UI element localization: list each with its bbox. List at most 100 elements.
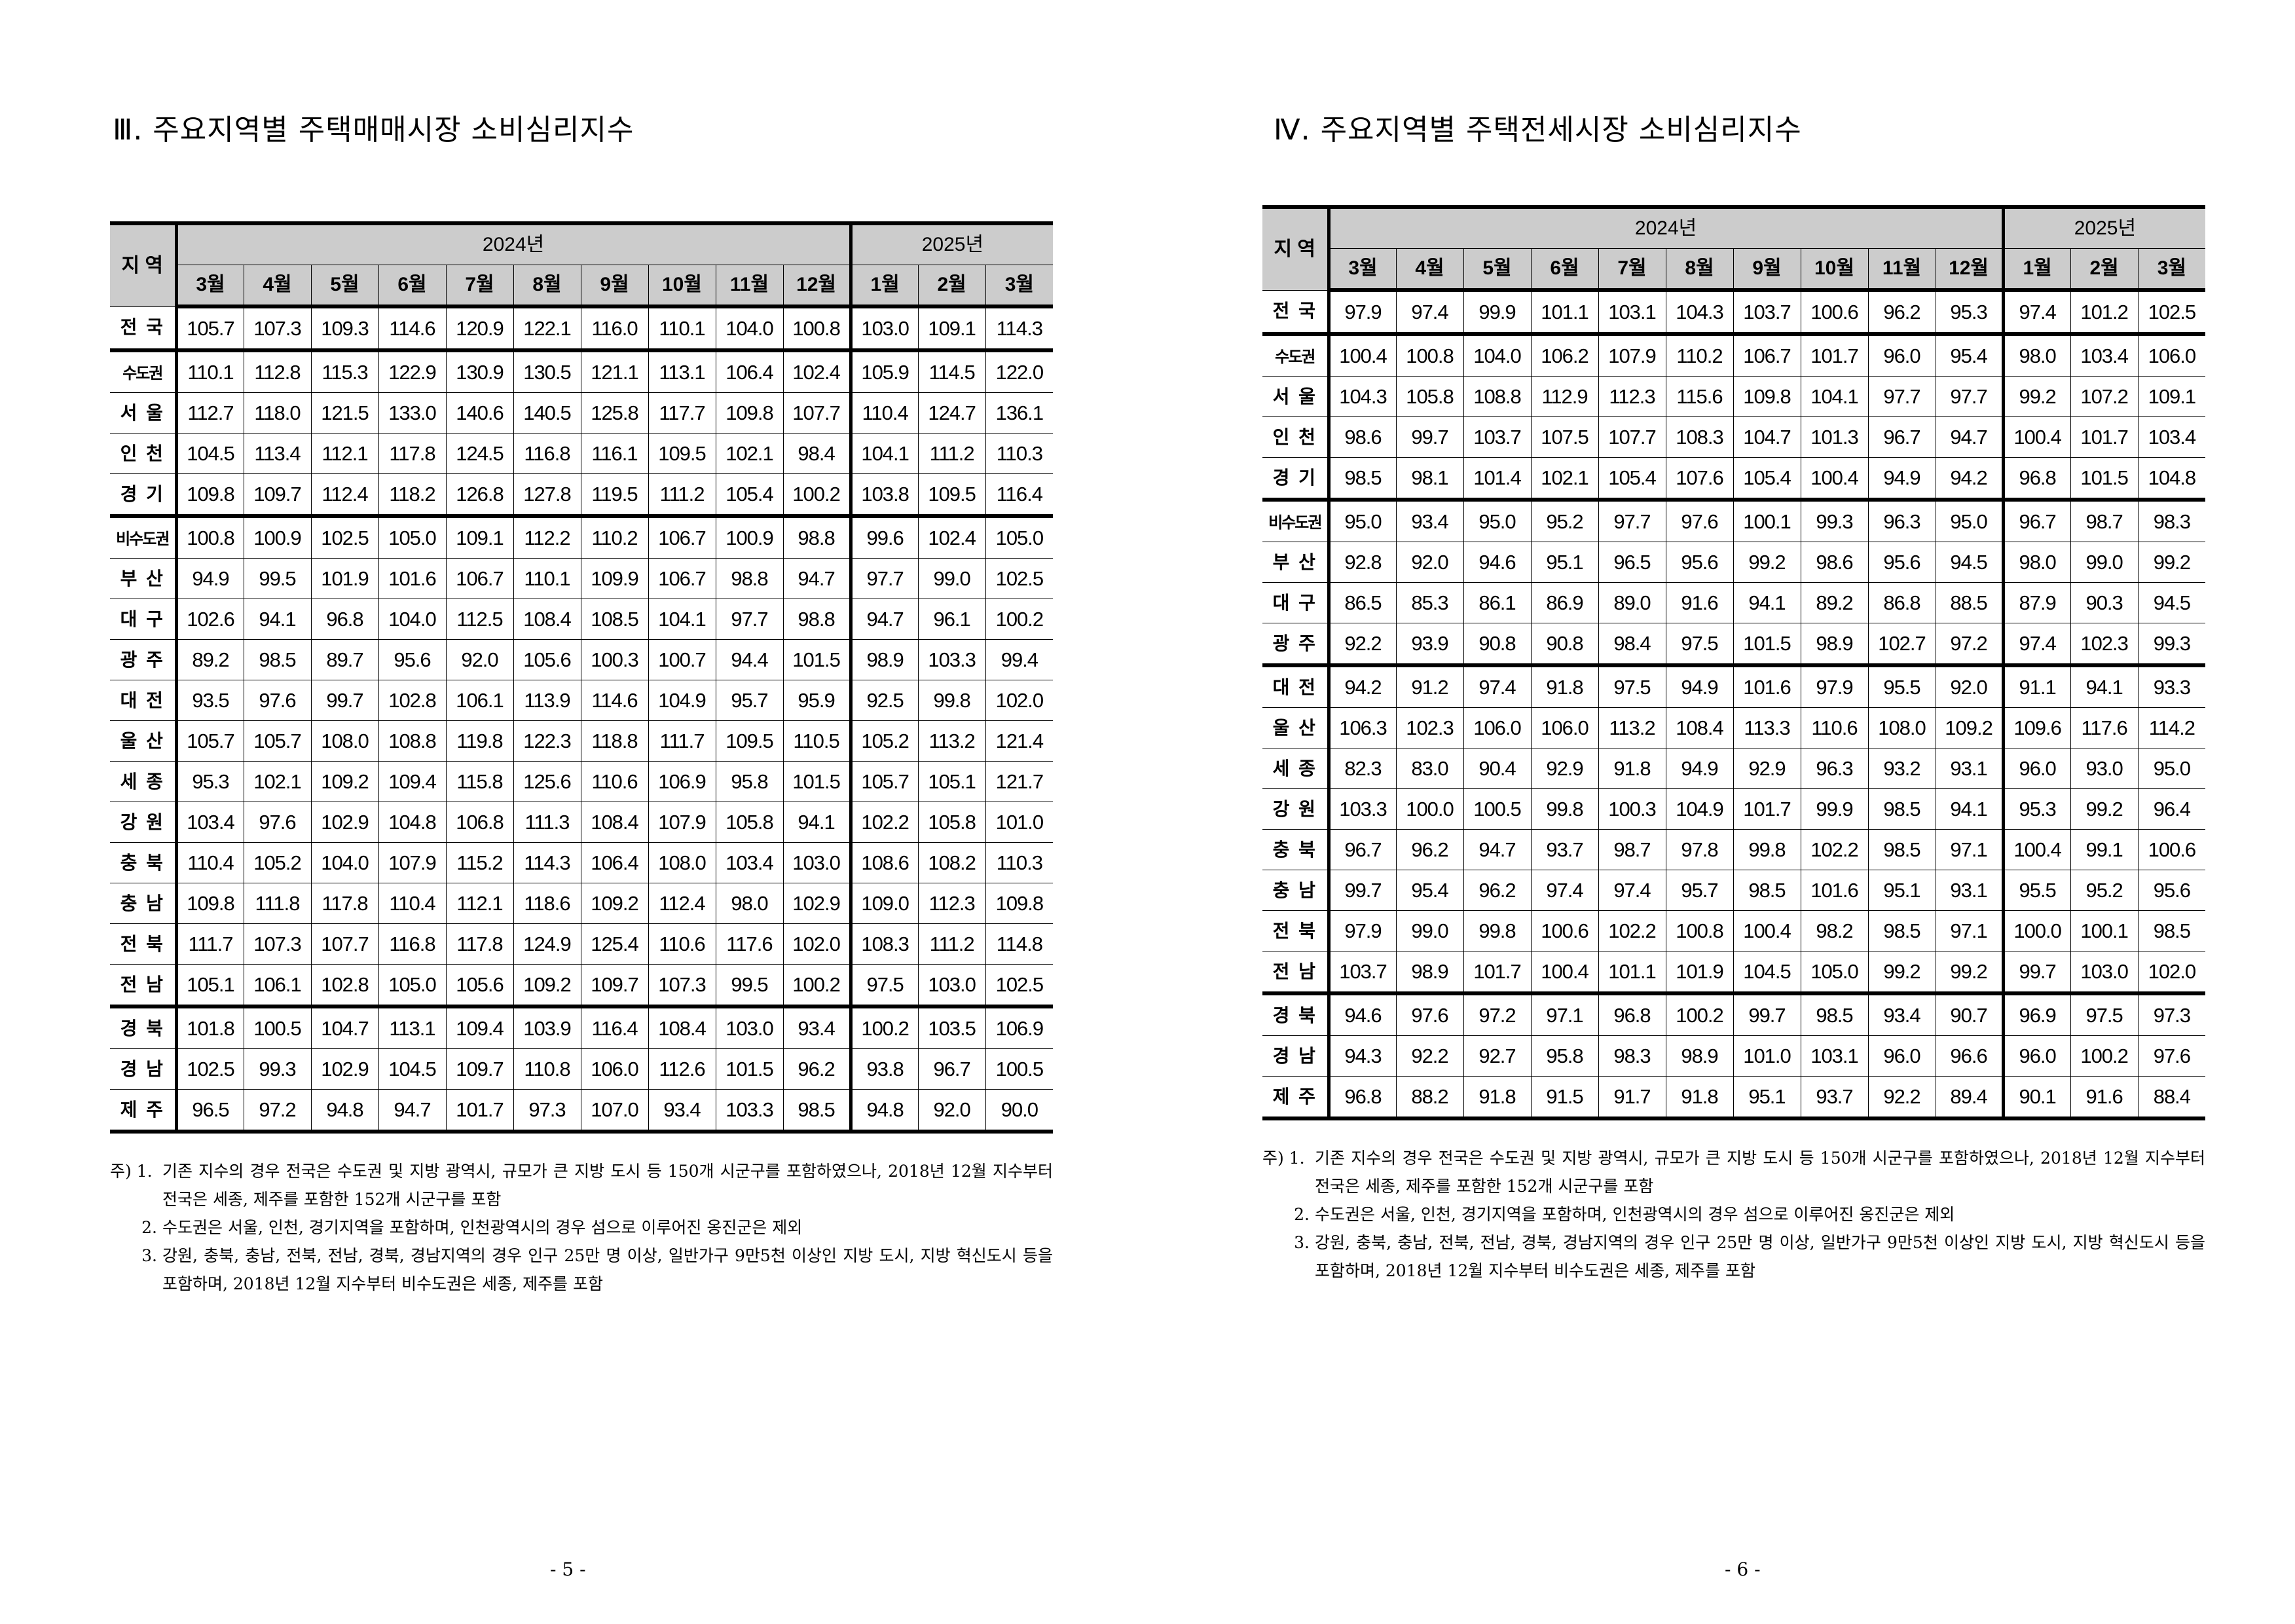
index-value: 95.5 [2002,870,2071,911]
region-name: 광 주 [1262,623,1331,667]
index-value: 93.4 [1395,499,1464,542]
month-header: 4월 [1395,248,1464,292]
index-value: 101.3 [1800,416,1869,458]
region-label: 대 전 [120,689,164,711]
year-header-2025: 2025년 [850,221,1054,265]
index-value: 102.9 [310,1048,379,1090]
index-value: 116.1 [580,433,649,474]
index-value: 100.4 [2002,829,2071,870]
index-value: 98.4 [782,433,853,474]
index-value: 112.8 [243,350,312,393]
index-value: 110.4 [175,842,244,883]
table-and-notes: 지 역 2024년 2025년 3월 4월 5월 6월 7월 8월 9월 10월 11월 12월 1월 2월… [110,221,1054,1298]
index-value: 107.9 [1598,333,1666,377]
region-name: 전 국 [110,306,178,352]
index-value: 107.7 [1598,416,1666,458]
index-value: 100.2 [1665,993,1734,1036]
region-name: 수도권 [1262,333,1331,377]
index-value: 105.2 [243,842,312,883]
index-value: 105.8 [1395,376,1464,417]
section-title: Ⅳ. 주요지역별 주택전세시장 소비심리지수 [1274,113,1802,147]
region-label: 경 기 [1272,466,1317,489]
index-value: 99.3 [1800,499,1869,542]
index-value: 99.2 [2070,788,2139,830]
index-value: 98.5 [1328,457,1397,502]
index-value: 94.2 [1935,457,2005,502]
index-value: 99.1 [2070,829,2139,870]
region-name: 경 기 [110,473,178,518]
region-name: 인 천 [110,433,178,474]
month-header: 9월 [1733,248,1801,292]
index-value: 100.6 [2137,829,2206,870]
index-value: 93.5 [175,680,244,721]
index-value: 103.7 [1733,289,1801,336]
index-value: 106.9 [985,1006,1054,1049]
index-value: 104.1 [648,599,716,640]
index-value: 136.1 [985,392,1054,434]
region-label: 광 주 [1272,632,1317,654]
index-value: 105.8 [715,802,784,843]
index-value: 94.1 [2070,665,2139,708]
index-value: 92.9 [1733,748,1801,789]
index-value: 100.5 [985,1048,1054,1090]
index-value: 95.6 [1867,542,1936,583]
index-value: 86.1 [1463,582,1532,623]
index-value: 94.9 [175,558,244,599]
month-header: 6월 [378,265,447,308]
index-value: 94.2 [1328,665,1397,708]
index-value: 98.5 [1867,788,1936,830]
index-value: 96.2 [1395,829,1464,870]
header-row-years: 지 역 2024년 2025년 [1262,205,2206,291]
index-value: 103.4 [715,842,784,883]
index-value: 94.4 [715,639,784,680]
index-value: 95.0 [1935,499,2005,542]
index-value: 95.6 [1665,542,1734,583]
index-value: 101.9 [1665,951,1734,995]
month-header: 7월 [1598,248,1666,292]
index-value: 102.9 [310,802,379,843]
index-value: 95.3 [1935,289,2005,336]
index-value: 118.2 [378,473,447,518]
index-value: 107.7 [782,392,853,434]
index-value: 100.9 [715,515,784,559]
index-value: 102.1 [715,433,784,474]
index-value: 105.4 [1733,457,1801,502]
index-value: 101.7 [445,1089,514,1134]
index-value: 97.3 [2137,993,2206,1036]
index-value: 110.5 [782,720,853,762]
index-value: 106.2 [1530,333,1599,377]
index-value: 83.0 [1395,748,1464,789]
index-value: 102.2 [850,802,919,843]
table-row: 경 기 98.5 98.1 101.4 102.1 105.4 107.6 105.4 100.… [1262,457,2206,502]
index-value: 133.0 [378,392,447,434]
table-row: 부 산 94.9 99.5 101.9 101.6 106.7 110.1 109.9 106.… [110,558,1054,599]
index-value: 103.8 [850,473,919,518]
month-header: 7월 [445,265,514,308]
month-header: 4월 [243,265,312,308]
region-name: 인 천 [1262,416,1331,458]
index-value: 102.8 [310,964,379,1008]
index-value: 106.0 [1530,707,1599,748]
year-header-2024: 2024년 [1328,205,2005,249]
index-value: 96.7 [2002,499,2071,542]
index-value: 100.4 [2002,416,2071,458]
index-value: 108.6 [850,842,919,883]
index-value: 130.5 [513,350,581,393]
region-label: 충 남 [1272,879,1317,901]
region-name: 비수도권 [110,515,178,559]
index-value: 101.2 [2070,289,2139,336]
index-value: 98.5 [782,1089,853,1134]
index-value: 90.3 [2070,582,2139,623]
index-value: 96.8 [1598,993,1666,1036]
index-value: 109.8 [175,883,244,924]
index-value: 86.8 [1867,582,1936,623]
table-row: 경 북 94.6 97.6 97.2 97.1 96.8 100.2 99.7 98.5 93.4… [1262,993,2206,1036]
table-row: 충 남 109.8 111.8 117.8 110.4 112.1 118.6 109.2 11… [110,883,1054,924]
index-value: 105.7 [175,306,244,352]
month-header: 9월 [580,265,649,308]
index-value: 94.9 [1665,748,1734,789]
index-value: 110.6 [580,761,649,802]
index-value: 91.6 [1665,582,1734,623]
index-value: 101.9 [310,558,379,599]
index-value: 114.6 [378,306,447,352]
